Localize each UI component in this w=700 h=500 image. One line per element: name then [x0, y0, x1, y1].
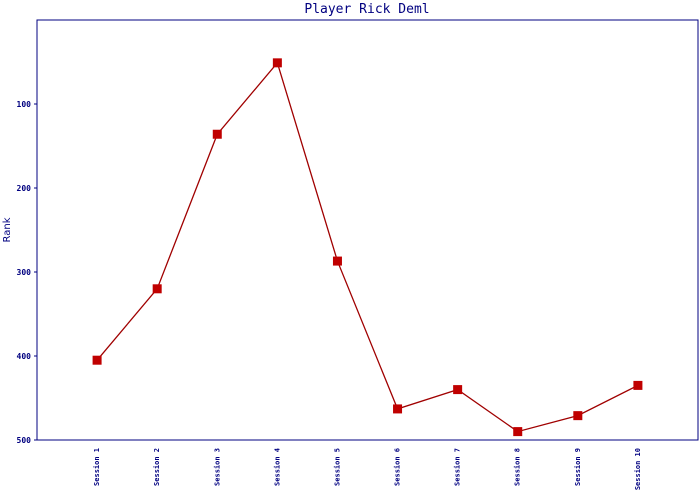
y-axis-label: Rank — [2, 217, 13, 242]
data-point — [453, 385, 463, 395]
x-tick-label: Session 8 — [514, 448, 522, 486]
y-tick-label: 300 — [17, 268, 32, 277]
data-point — [633, 380, 643, 390]
y-tick-label: 500 — [17, 436, 32, 445]
data-point — [92, 355, 102, 365]
x-tick-label: Session 6 — [394, 448, 402, 486]
data-point — [573, 411, 583, 421]
x-tick-label: Session 3 — [213, 448, 221, 486]
chart-title: Player Rick Deml — [304, 2, 429, 17]
data-point — [513, 427, 523, 437]
data-point — [393, 404, 403, 414]
x-tick-label: Session 7 — [454, 448, 462, 486]
data-point — [212, 129, 222, 139]
data-point — [152, 284, 162, 294]
x-tick-label: Session 9 — [574, 448, 582, 486]
data-point — [332, 256, 342, 266]
plot-frame — [36, 19, 699, 441]
x-tick-label: Session 10 — [634, 448, 642, 490]
x-tick-label: Session 1 — [93, 448, 101, 486]
data-point — [272, 58, 282, 68]
y-tick-label: 400 — [17, 352, 32, 361]
series-line — [96, 61, 639, 433]
x-tick-label: Session 4 — [273, 448, 281, 486]
y-tick-label: 100 — [17, 100, 32, 109]
x-tick-label: Session 5 — [333, 448, 341, 486]
x-tick-label: Session 2 — [153, 448, 161, 486]
y-tick-label: 200 — [17, 184, 32, 193]
